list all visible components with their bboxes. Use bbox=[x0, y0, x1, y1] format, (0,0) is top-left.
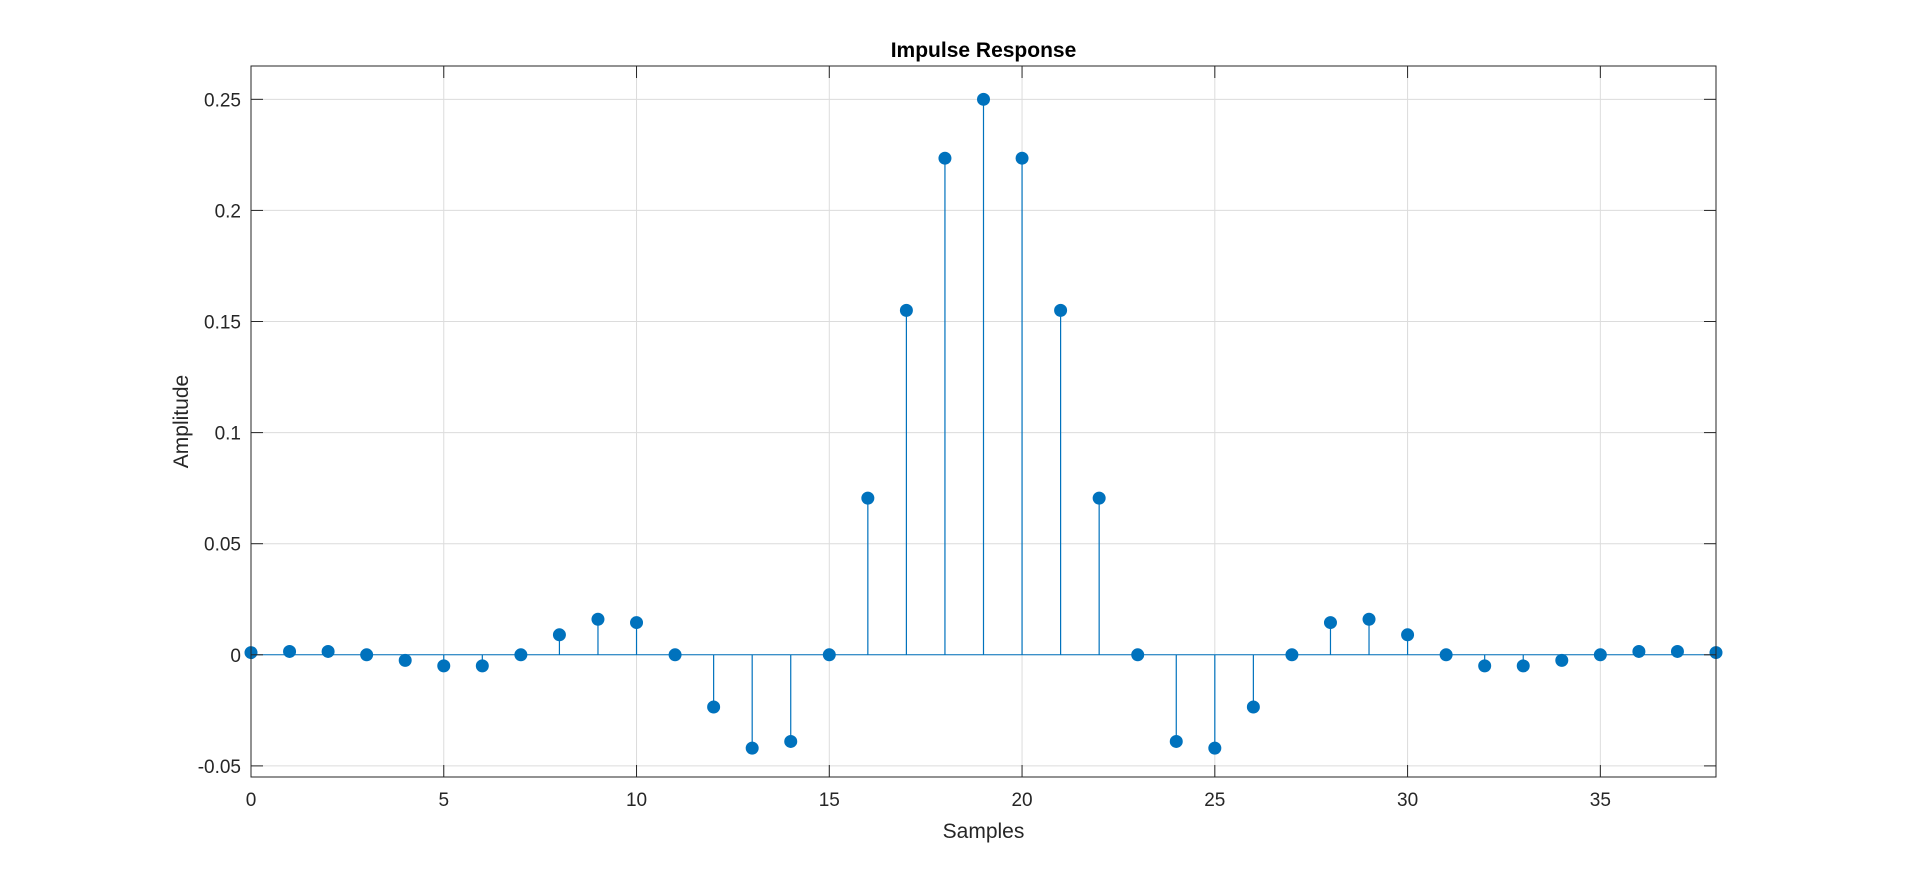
stem-marker bbox=[630, 616, 644, 630]
stem-marker bbox=[283, 644, 297, 658]
stem-marker bbox=[745, 741, 759, 755]
stem-marker bbox=[437, 659, 451, 673]
stem-marker bbox=[1054, 303, 1068, 317]
stem-marker bbox=[360, 648, 374, 662]
stem-marker bbox=[1015, 151, 1029, 165]
x-tick-label: 0 bbox=[246, 790, 257, 811]
stem-marker bbox=[1401, 628, 1415, 642]
y-tick-label: -0.05 bbox=[198, 757, 241, 778]
stem-marker bbox=[321, 644, 335, 658]
stem-marker bbox=[1169, 734, 1183, 748]
stem-marker bbox=[514, 648, 528, 662]
axes-frame bbox=[250, 65, 1717, 778]
stem-marker bbox=[899, 303, 913, 317]
x-tick-label: 5 bbox=[438, 790, 449, 811]
x-axis-title: Samples bbox=[943, 820, 1025, 843]
stem-marker bbox=[1632, 644, 1646, 658]
stem-marker bbox=[591, 612, 605, 626]
y-tick-label: 0.1 bbox=[215, 424, 241, 445]
stem-marker bbox=[1670, 644, 1684, 658]
stem-marker bbox=[861, 491, 875, 505]
stem-marker bbox=[1092, 491, 1106, 505]
stem-marker bbox=[668, 648, 682, 662]
stem-marker bbox=[1208, 741, 1222, 755]
y-tick-label: 0.25 bbox=[204, 90, 241, 111]
stem-marker bbox=[475, 659, 489, 673]
stem-marker bbox=[1478, 659, 1492, 673]
y-axis-ticks: -0.05 0 0.05 0.1 0.15 0.2 0.25 bbox=[198, 90, 1716, 778]
y-axis-title: Amplitude bbox=[170, 375, 193, 468]
x-axis-ticks: 0 5 10 15 20 25 30 35 bbox=[246, 66, 1611, 811]
x-tick-label: 15 bbox=[819, 790, 840, 811]
x-tick-label: 35 bbox=[1590, 790, 1611, 811]
stem-marker bbox=[707, 700, 721, 714]
stem-marker bbox=[784, 734, 798, 748]
x-tick-label: 20 bbox=[1011, 790, 1032, 811]
stem-marker bbox=[822, 648, 836, 662]
y-tick-label: 0 bbox=[230, 646, 241, 667]
x-tick-label: 30 bbox=[1397, 790, 1418, 811]
stem-marker bbox=[1555, 653, 1569, 667]
x-tick-label: 10 bbox=[626, 790, 647, 811]
stem-marker bbox=[977, 92, 990, 106]
stem-marker bbox=[1246, 700, 1260, 714]
stem-marker bbox=[1362, 612, 1376, 626]
stem-marker bbox=[1285, 648, 1299, 662]
stem-series bbox=[244, 92, 1723, 755]
stem-marker bbox=[552, 628, 566, 642]
stem-marker bbox=[1131, 648, 1145, 662]
plot-frame bbox=[250, 65, 1717, 778]
stem-marker bbox=[398, 653, 412, 667]
stem-marker bbox=[1439, 648, 1453, 662]
y-tick-label: 0.2 bbox=[215, 201, 241, 222]
x-tick-label: 25 bbox=[1204, 790, 1225, 811]
stem-marker bbox=[938, 151, 952, 165]
y-tick-label: 0.05 bbox=[204, 535, 241, 556]
stem-marker bbox=[1593, 648, 1607, 662]
stem-marker bbox=[1323, 616, 1337, 630]
chart-title: Impulse Response bbox=[891, 39, 1077, 62]
stem-marker bbox=[1516, 659, 1530, 673]
y-tick-label: 0.15 bbox=[204, 313, 241, 334]
